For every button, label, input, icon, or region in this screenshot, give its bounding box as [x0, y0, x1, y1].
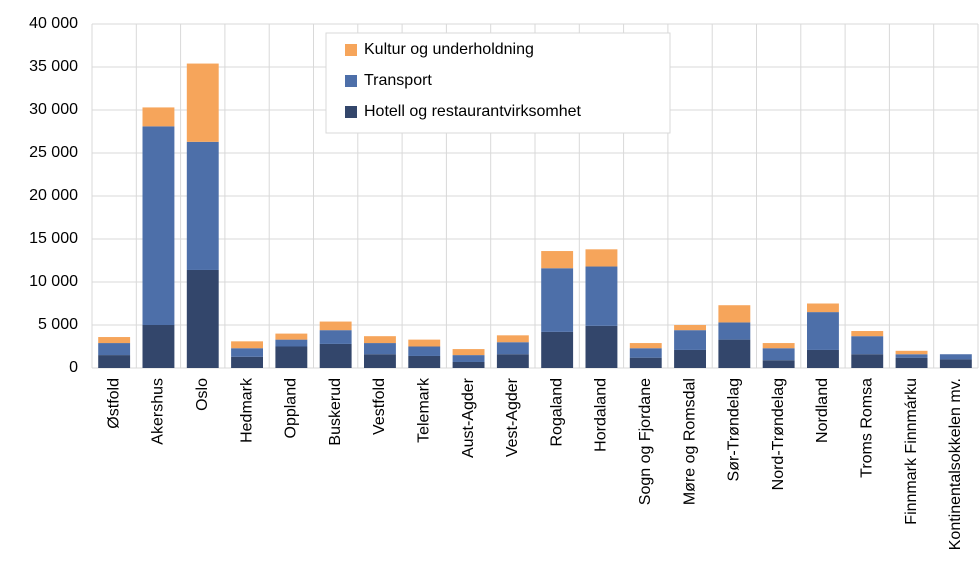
legend-swatch: [345, 106, 357, 118]
legend-label: Transport: [364, 72, 432, 89]
bar-segment: [408, 355, 441, 368]
bar-segment: [452, 361, 485, 368]
x-tick-label: Østfold: [105, 378, 122, 429]
bar-segment: [762, 343, 795, 349]
bar-segment: [895, 357, 928, 368]
y-tick-label: 25 000: [29, 144, 78, 161]
x-tick-label: Vestfold: [371, 378, 388, 435]
x-tick-label: Telemark: [415, 377, 432, 443]
y-tick-label: 5 000: [38, 316, 78, 333]
x-tick-label: Nord-Trøndelag: [770, 378, 787, 490]
bar-segment: [319, 343, 352, 368]
x-tick-label: Finnmark Finnmárku: [903, 378, 920, 525]
y-tick-label: 10 000: [29, 273, 78, 290]
bar-segment: [541, 251, 574, 269]
x-tick-label: Buskerud: [327, 378, 344, 446]
bar-segment: [585, 266, 618, 326]
bar-segment: [452, 355, 485, 362]
y-tick-label: 15 000: [29, 230, 78, 247]
bar-segment: [718, 322, 751, 340]
x-tick-label: Oslo: [194, 378, 211, 411]
y-tick-label: 30 000: [29, 101, 78, 118]
bar-segment: [186, 269, 219, 368]
bar-segment: [629, 343, 662, 349]
bar-segment: [895, 350, 928, 355]
bar-segment: [762, 360, 795, 368]
x-tick-label: Rogaland: [548, 378, 565, 447]
y-tick-label: 0: [69, 359, 78, 376]
bar-segment: [807, 303, 839, 313]
bar-segment: [364, 354, 396, 368]
y-tick-label: 40 000: [29, 15, 78, 32]
bar-segment: [364, 336, 396, 344]
bar-segment: [718, 339, 751, 368]
bar-segment: [364, 343, 396, 355]
x-tick-label: Akershus: [150, 378, 167, 445]
bar-segment: [541, 268, 574, 332]
x-tick-label: Kontinentalsokkelen mv.: [947, 378, 964, 550]
x-tick-label: Sogn og Fjordane: [637, 378, 654, 505]
x-tick-label: Hedmark: [238, 377, 255, 443]
legend-swatch: [345, 75, 357, 87]
y-tick-label: 20 000: [29, 187, 78, 204]
x-tick-label: Troms Romsa: [858, 378, 875, 478]
bar-segment: [231, 348, 263, 357]
legend-label: Hotell og restaurantvirksomhet: [364, 103, 582, 120]
x-tick-label: Sør-Trøndelag: [726, 378, 743, 481]
bar-segment: [142, 325, 175, 368]
x-tick-label: Nordland: [814, 378, 831, 443]
x-tick-label: Oppland: [283, 378, 300, 439]
legend-label: Kultur og underholdning: [364, 41, 534, 58]
bar-segment: [496, 354, 529, 368]
x-tick-label: Møre og Romsdal: [681, 378, 698, 505]
bar-segment: [142, 107, 175, 127]
bar-segment: [98, 337, 131, 344]
bar-segment: [408, 339, 441, 347]
bar-segment: [541, 331, 574, 368]
bar-segment: [275, 333, 308, 340]
x-tick-label: Hordaland: [593, 378, 610, 452]
bar-segment: [186, 63, 219, 142]
bar-segment: [319, 321, 352, 331]
bar-segment: [718, 305, 751, 323]
bar-segment: [98, 343, 131, 356]
bar-segment: [629, 357, 662, 368]
bar-segment: [939, 354, 972, 360]
bar-segment: [807, 349, 839, 368]
legend: Kultur og underholdning Transport Hotell o…: [325, 32, 671, 134]
bar-segment: [408, 346, 441, 356]
bar-segment: [674, 349, 706, 368]
y-tick-label: 35 000: [29, 58, 78, 75]
bar-segment: [452, 349, 485, 356]
bar-segment: [807, 312, 839, 350]
legend-box: [325, 32, 671, 134]
bar-segment: [939, 359, 972, 368]
bar-segment: [674, 325, 706, 331]
x-tick-label: Vest-Agder: [504, 377, 521, 457]
bar-segment: [142, 126, 175, 325]
bar-segment: [585, 249, 618, 267]
bar-segment: [275, 339, 308, 347]
bar-segment: [762, 348, 795, 361]
bar-segment: [496, 342, 529, 355]
bar-segment: [895, 354, 928, 358]
x-tick-label: Aust-Agder: [460, 377, 477, 458]
bar-segment: [231, 341, 263, 349]
bar-segment: [98, 355, 131, 368]
bar-segment: [496, 335, 529, 343]
bar-segment: [851, 331, 884, 337]
bar-segment: [319, 330, 352, 344]
bar-segment: [851, 336, 884, 355]
bar-segment: [629, 348, 662, 358]
bar-segment: [851, 354, 884, 368]
bar-segment: [585, 325, 618, 368]
bar-segment: [186, 141, 219, 270]
bar-segment: [674, 330, 706, 350]
bar-segment: [231, 356, 263, 368]
legend-swatch: [345, 44, 357, 56]
bar-segment: [275, 346, 308, 368]
